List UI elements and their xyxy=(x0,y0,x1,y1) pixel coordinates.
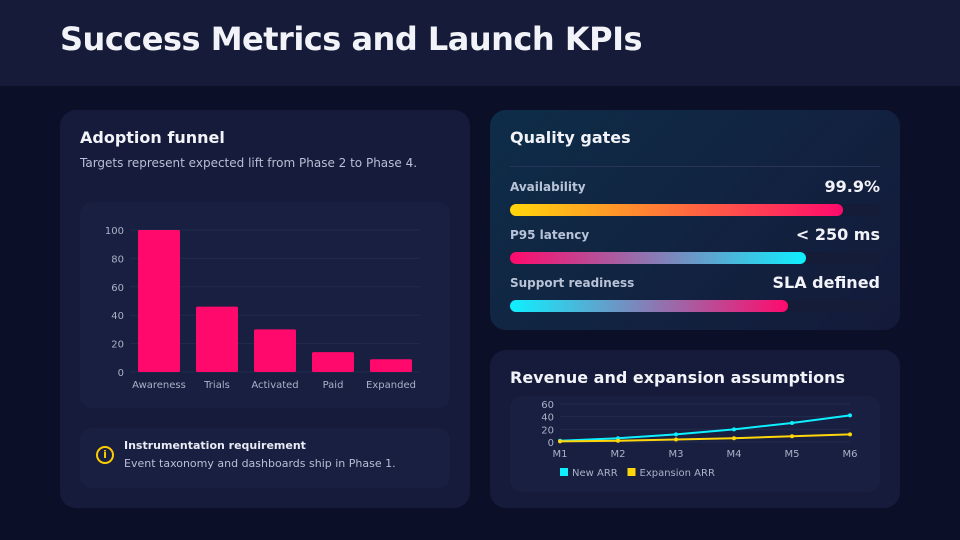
y-tick-label: 20 xyxy=(111,340,124,351)
legend-label: Expansion ARR xyxy=(640,468,715,479)
legend-label: New ARR xyxy=(572,468,618,479)
data-point xyxy=(674,432,678,437)
gate-progress-track xyxy=(510,300,880,312)
y-tick-label: 100 xyxy=(105,226,124,237)
instrumentation-note: i Instrumentation requirement Event taxo… xyxy=(80,428,450,488)
data-point xyxy=(848,413,852,418)
legend-swatch xyxy=(627,468,636,476)
x-tick-label: Trials xyxy=(203,380,230,391)
gate-progress-fill xyxy=(510,252,806,264)
y-tick-label: 20 xyxy=(541,425,554,436)
card-title: Quality gates xyxy=(510,128,631,147)
card-title: Revenue and expansion assumptions xyxy=(510,368,846,387)
x-tick-label: M2 xyxy=(611,449,626,460)
gate-value: SLA defined xyxy=(772,273,880,292)
data-point xyxy=(732,436,736,441)
gate-progress-fill xyxy=(510,300,788,312)
x-tick-label: M5 xyxy=(785,449,800,460)
quality-gates-card: Quality gates Availability 99.9% P95 laten… xyxy=(490,110,900,330)
funnel-bar-chart: 0 20 40 60 80 100 Awareness Trials Activated Paid… xyxy=(105,226,420,391)
adoption-funnel-card: Adoption funnel Targets represent expect… xyxy=(60,110,470,508)
x-tick-label: M3 xyxy=(669,449,684,460)
data-point xyxy=(616,438,620,443)
series-line-new-arr xyxy=(559,414,851,442)
card-title: Adoption funnel xyxy=(80,128,225,147)
gate-value: < 250 ms xyxy=(795,225,880,244)
gate-label: P95 latency xyxy=(510,228,590,242)
card-subtitle: Targets represent expected lift from Pha… xyxy=(80,156,418,170)
revenue-card: Revenue and expansion assumptions 0 20 40 6… xyxy=(490,350,900,508)
y-tick-label: 40 xyxy=(541,413,554,424)
data-point xyxy=(674,437,678,442)
bar-paid xyxy=(312,352,354,372)
gate-label: Support readiness xyxy=(510,276,635,290)
bar-activated xyxy=(254,329,296,372)
y-tick-label: 60 xyxy=(111,283,124,294)
data-point xyxy=(732,427,736,432)
divider xyxy=(510,166,880,167)
x-tick-label: M4 xyxy=(727,449,742,460)
y-tick-label: 60 xyxy=(541,400,554,411)
gate-label: Availability xyxy=(510,180,586,194)
data-point xyxy=(790,421,794,425)
y-tick-label: 0 xyxy=(118,368,124,379)
gate-progress-track xyxy=(510,252,880,264)
header xyxy=(0,0,960,86)
y-tick-label: 40 xyxy=(111,311,124,322)
bar-awareness xyxy=(138,230,180,372)
bar-trials xyxy=(196,306,238,372)
x-tick-label: Awareness xyxy=(132,380,186,391)
data-point xyxy=(790,434,794,439)
x-tick-label: Activated xyxy=(251,380,298,391)
data-point xyxy=(848,432,852,437)
chart-panel: 0 20 40 60 80 100 Awareness Trials Activated Paid… xyxy=(80,202,450,408)
gate-progress-track xyxy=(510,204,880,216)
chart-panel: 0 20 40 60 M1 M2 M3 M4 M5 M6 New ARR Expansion ARR xyxy=(510,396,880,492)
legend-swatch xyxy=(560,468,568,476)
x-tick-label: Expanded xyxy=(366,380,416,391)
data-point xyxy=(558,439,562,444)
x-tick-label: M6 xyxy=(843,449,858,460)
x-tick-label: Paid xyxy=(323,380,344,391)
bar-expanded xyxy=(370,359,412,372)
series-line-expansion-arr xyxy=(559,433,851,443)
note-text: Event taxonomy and dashboards ship in Ph… xyxy=(124,457,396,470)
note-title: Instrumentation requirement xyxy=(124,439,306,452)
gate-value: 99.9% xyxy=(824,177,880,196)
page-title: Success Metrics and Launch KPIs xyxy=(60,20,643,58)
y-tick-label: 80 xyxy=(111,254,124,265)
gate-progress-fill xyxy=(510,204,843,216)
x-tick-label: M1 xyxy=(553,449,568,460)
y-tick-label: 0 xyxy=(548,438,554,449)
info-icon: i xyxy=(96,446,114,464)
